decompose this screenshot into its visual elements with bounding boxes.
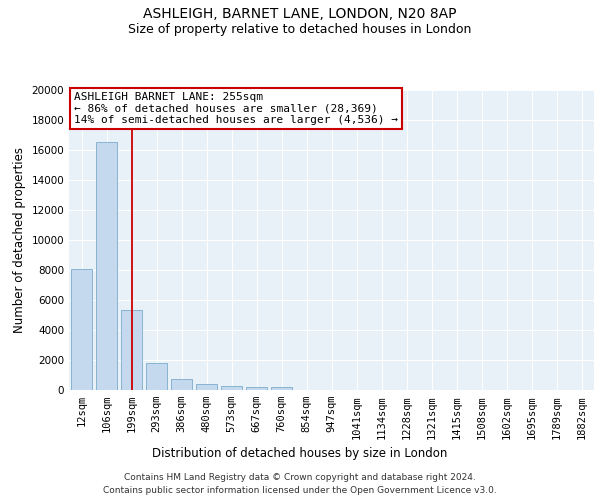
Bar <box>246 387 267 390</box>
Text: Contains HM Land Registry data © Crown copyright and database right 2024.: Contains HM Land Registry data © Crown c… <box>124 472 476 482</box>
Y-axis label: Number of detached properties: Number of detached properties <box>13 147 26 333</box>
Bar <box>221 386 242 390</box>
Bar <box>146 363 167 390</box>
Text: Size of property relative to detached houses in London: Size of property relative to detached ho… <box>128 22 472 36</box>
Bar <box>171 379 192 390</box>
Bar <box>96 142 117 390</box>
Text: Distribution of detached houses by size in London: Distribution of detached houses by size … <box>152 448 448 460</box>
Bar <box>121 310 142 390</box>
Bar <box>271 388 292 390</box>
Bar <box>196 384 217 390</box>
Text: ASHLEIGH, BARNET LANE, LONDON, N20 8AP: ASHLEIGH, BARNET LANE, LONDON, N20 8AP <box>143 8 457 22</box>
Bar <box>71 268 92 390</box>
Text: ASHLEIGH BARNET LANE: 255sqm
← 86% of detached houses are smaller (28,369)
14% o: ASHLEIGH BARNET LANE: 255sqm ← 86% of de… <box>74 92 398 124</box>
Text: Contains public sector information licensed under the Open Government Licence v3: Contains public sector information licen… <box>103 486 497 495</box>
